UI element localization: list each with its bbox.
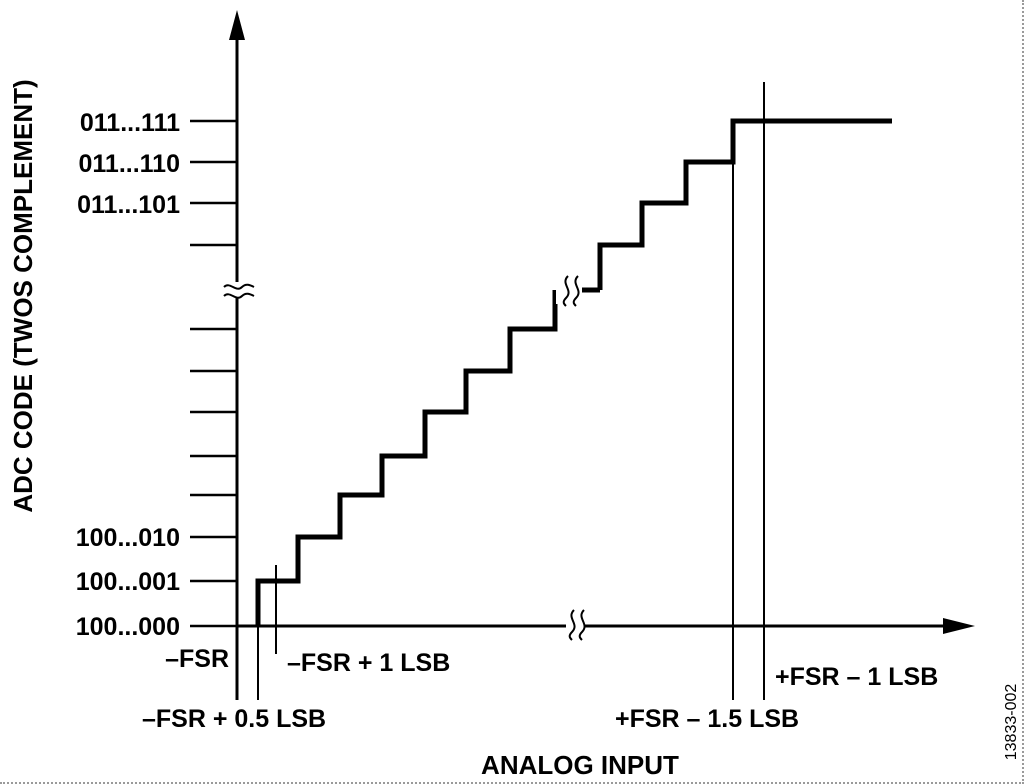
code-label-011-111: 011...111 [80, 109, 180, 137]
code-label-011-101: 011...101 [77, 191, 180, 219]
y-axis-title: ADC CODE (TWOS COMPLEMENT) [8, 79, 38, 512]
marker-label-neg-fsr-half-lsb: –FSR + 0.5 LSB [142, 705, 326, 733]
transfer-staircase [255, 290, 558, 626]
x-axis-break-icon [566, 609, 586, 641]
transfer-staircase-upper [597, 118, 892, 290]
y-axis-arrow [229, 10, 245, 40]
marker-label-neg-fsr: –FSR [165, 645, 229, 673]
y-axis-break-icon [222, 282, 255, 299]
marker-label-neg-fsr-1lsb: –FSR + 1 LSB [287, 649, 450, 677]
y-ticks [190, 119, 237, 628]
marker-label-pos-fsr-1lsb: +FSR – 1 LSB [775, 663, 938, 691]
x-axis-title: ANALOG INPUT [481, 750, 679, 780]
code-label-011-110: 011...110 [78, 150, 180, 178]
staircase-break-icon [556, 275, 582, 307]
code-label-100-010: 100...010 [76, 524, 180, 552]
code-label-100-000: 100...000 [76, 613, 180, 641]
figure-id: 13833-002 [1003, 684, 1020, 761]
x-axis-arrow [943, 618, 975, 634]
marker-label-pos-fsr-1-5lsb: +FSR – 1.5 LSB [615, 705, 799, 733]
x-marker-lines [236, 82, 765, 700]
code-label-100-001: 100...001 [76, 568, 180, 596]
